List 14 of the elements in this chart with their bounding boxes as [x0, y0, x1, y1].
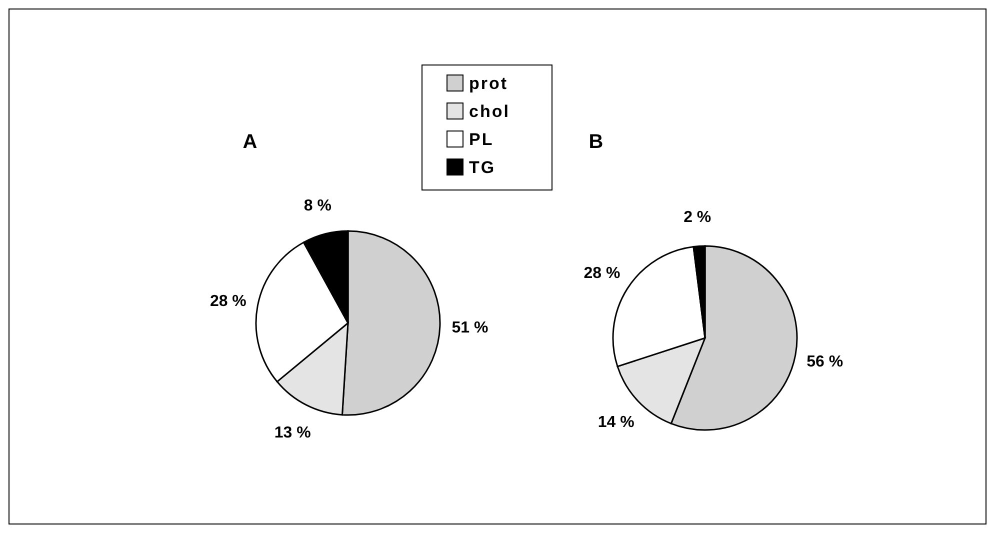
data-label: 51 %: [452, 319, 488, 336]
data-label: 2 %: [684, 208, 712, 226]
legend-label: PL: [469, 130, 494, 149]
data-label: 14 %: [598, 414, 634, 432]
chart-title: B: [588, 131, 604, 153]
data-label: 28 %: [584, 265, 620, 282]
legend-label: chol: [469, 102, 510, 121]
data-label: 8 %: [304, 197, 332, 214]
data-label: 13 %: [274, 424, 311, 442]
data-label: 56 %: [806, 353, 844, 370]
legend-label: TG: [469, 158, 496, 177]
text: A: [242, 131, 258, 153]
legend-label: prot: [469, 74, 508, 93]
data-label: 28 %: [210, 292, 246, 310]
